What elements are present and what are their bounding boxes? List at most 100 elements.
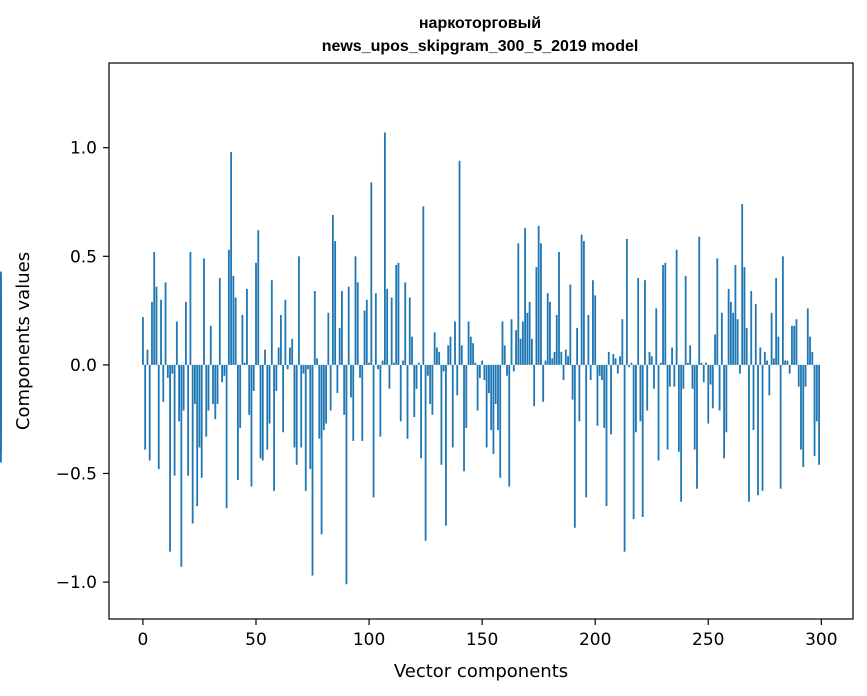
bar-196 (585, 364, 588, 498)
bar-35 (221, 364, 223, 383)
bar-260 (729, 301, 732, 365)
bar-171 (528, 301, 531, 365)
bar-236 (675, 249, 678, 365)
bar-112 (395, 264, 398, 365)
bar-79 (320, 364, 323, 535)
bar-69 (298, 256, 300, 365)
bar-152 (485, 364, 488, 448)
bar-97 (361, 364, 364, 441)
bar-268 (748, 364, 750, 502)
bar-82 (327, 312, 330, 365)
bar-202 (598, 364, 601, 376)
bar-179 (546, 293, 549, 365)
bar-161 (506, 364, 508, 376)
bar-175 (537, 225, 540, 365)
bar-54 (264, 349, 266, 365)
bar-119 (411, 336, 413, 365)
bar-219 (637, 278, 640, 365)
bar-140 (458, 160, 461, 365)
bar-198 (589, 364, 592, 381)
bar-244 (693, 364, 696, 450)
bar-135 (447, 345, 450, 365)
bar-278 (770, 312, 773, 365)
bar-257 (723, 364, 726, 459)
bar-297 (813, 364, 816, 457)
bar-137 (451, 364, 454, 448)
y-tick-label: −1.0 (56, 573, 97, 593)
bar-192 (576, 327, 579, 365)
bar-201 (596, 364, 599, 426)
bar-131 (438, 351, 441, 365)
bar-178 (544, 360, 547, 365)
bar-283 (781, 256, 784, 365)
bar-32 (214, 364, 217, 420)
bar-276 (766, 360, 768, 365)
bar-271 (754, 304, 757, 365)
bar-5 (153, 251, 156, 365)
bar-109 (388, 364, 391, 389)
bar-98 (363, 310, 366, 365)
bar-80 (322, 364, 325, 431)
bar-52 (259, 364, 262, 459)
bar-148 (476, 364, 479, 411)
bar-65 (289, 347, 291, 365)
bar-274 (761, 364, 764, 491)
bar-104 (377, 364, 380, 370)
bar-4 (151, 301, 153, 365)
bar-209 (614, 358, 617, 365)
bar-103 (374, 293, 377, 365)
bar-14 (173, 364, 176, 476)
bar-undefined (0, 364, 2, 404)
bar-37 (225, 364, 228, 509)
bar-126 (426, 364, 429, 376)
bar-241 (687, 362, 689, 365)
bar-154 (490, 364, 493, 431)
bar-189 (569, 284, 572, 365)
bar-294 (806, 308, 809, 365)
y-tick-label: 1.0 (70, 139, 97, 159)
bar-250 (707, 364, 710, 424)
bar-129 (433, 332, 436, 365)
bar-45 (243, 362, 246, 365)
bar-43 (239, 364, 242, 428)
bar-94 (354, 256, 357, 365)
bar-83 (329, 364, 332, 411)
bar-18 (182, 364, 185, 411)
bar-292 (802, 364, 805, 467)
bar-150 (481, 360, 484, 365)
bar-21 (189, 251, 192, 365)
bar-42 (237, 364, 239, 480)
x-axis-label: Vector components (394, 661, 568, 682)
bar-234 (671, 347, 673, 365)
bar-172 (530, 338, 533, 365)
bar-203 (601, 364, 603, 381)
bar-90 (345, 364, 348, 585)
bar-138 (454, 321, 456, 365)
x-tick-label: 0 (138, 630, 149, 650)
bar-162 (508, 364, 511, 487)
bar-246 (698, 236, 701, 365)
bar-26 (200, 364, 203, 478)
bar-182 (553, 351, 556, 365)
chart-title-line2: news_upos_skipgram_300_5_2019 model (322, 38, 639, 55)
bar-16 (178, 364, 181, 422)
bar-125 (424, 364, 427, 541)
bar-120 (413, 364, 416, 418)
bar-245 (696, 364, 698, 489)
bar-130 (436, 347, 438, 365)
bar-226 (653, 364, 655, 389)
x-axis-ticks: 0 50 100 150 200 250 300 (138, 619, 838, 650)
bar-218 (635, 364, 637, 433)
bar-17 (180, 364, 183, 567)
bar-133 (442, 364, 445, 372)
bar-157 (497, 364, 499, 431)
bar-273 (759, 347, 762, 365)
bar-216 (630, 362, 633, 365)
bar-190 (571, 364, 574, 400)
bar-2 (146, 349, 149, 365)
bar-142 (463, 364, 465, 472)
bar-87 (338, 327, 341, 365)
y-axis-ticks: −1.0 −0.5 0.0 0.5 1.0 (56, 139, 109, 593)
bar-263 (736, 319, 739, 365)
